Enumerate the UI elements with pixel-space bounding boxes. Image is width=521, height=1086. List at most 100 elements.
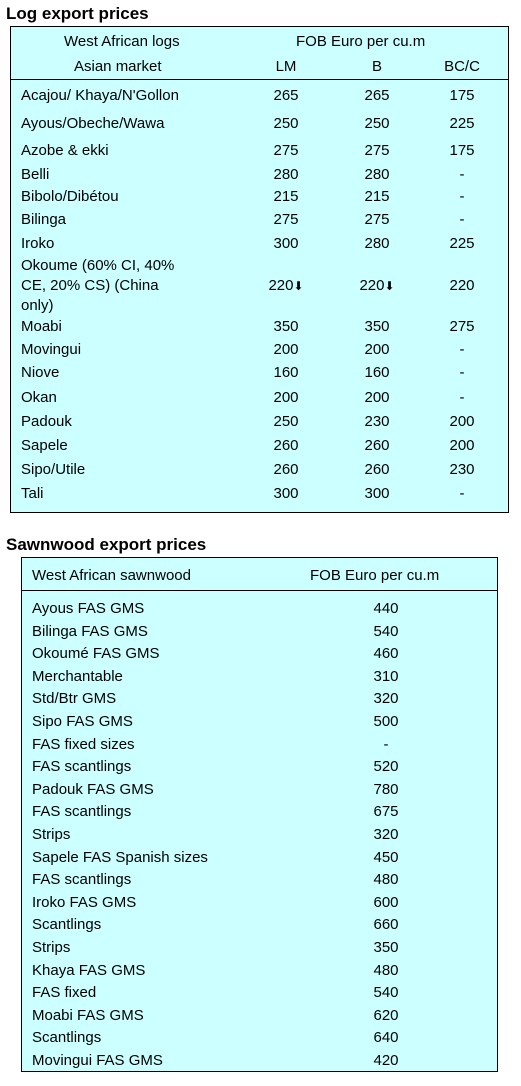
log-row-b-value: 220 (359, 277, 385, 294)
log-row-name: Bilinga (21, 211, 67, 228)
log-row-b-value: 265 (364, 87, 390, 104)
log-row-name: Okoume (60% CI, 40% (21, 257, 175, 274)
log-row-lm: 275 (256, 142, 316, 159)
log-row-lm-value: 220 (268, 277, 294, 294)
log-row-b: 200 (347, 341, 407, 358)
sawn-row-name: Moabi FAS GMS (32, 1007, 144, 1024)
log-row-lm: 250 (256, 413, 316, 430)
log-row-name: CE, 20% CS) (China (21, 277, 159, 294)
log-price-table: West African logs FOB Euro per cu.m Asia… (10, 26, 509, 513)
log-row-lm: 260 (256, 461, 316, 478)
log-row-lm-value: 275 (273, 211, 299, 228)
log-row-b: 350 (347, 318, 407, 335)
log-row-lm: 280 (256, 166, 316, 183)
log-row-lm: 350 (256, 318, 316, 335)
log-row-bcc-value: - (459, 166, 465, 183)
sawn-row-price: 540 (373, 984, 399, 1001)
log-row-b-value: 215 (364, 188, 390, 205)
log-row-b-value: 160 (364, 364, 390, 381)
log-row-bcc-value: 200 (449, 413, 475, 430)
log-row-lm: 265 (256, 87, 316, 104)
log-row-lm: 275 (256, 211, 316, 228)
sawn-row-price: 310 (373, 668, 399, 685)
log-row-name: only) (21, 297, 54, 314)
log-row-bcc: - (432, 485, 492, 502)
log-row-b: 220⬇ (347, 277, 407, 294)
log-row-b: 280 (347, 235, 407, 252)
down-arrow-icon: ⬇ (293, 279, 304, 293)
log-row-name: Belli (21, 166, 50, 183)
sawn-row-name: Iroko FAS GMS (32, 894, 137, 911)
log-row-b: 280 (347, 166, 407, 183)
sawn-row-name: Strips (32, 939, 71, 956)
sawn-row-price: 600 (373, 894, 399, 911)
log-row-lm: 250 (256, 115, 316, 132)
sawn-header-divider (22, 590, 497, 591)
log-row-name: Ayous/Obeche/Wawa (21, 115, 165, 132)
sawn-row-price: 675 (373, 803, 399, 820)
sawn-price-table: West African sawnwood FOB Euro per cu.m … (21, 557, 498, 1072)
log-row-lm-value: 260 (273, 437, 299, 454)
log-row-b: 265 (347, 87, 407, 104)
log-header-divider (11, 79, 508, 80)
log-row-lm: 300 (256, 485, 316, 502)
sawn-row-name: Sipo FAS GMS (32, 713, 133, 730)
log-row-name: Niove (21, 364, 60, 381)
log-row-lm: 260 (256, 437, 316, 454)
log-row-lm-value: 250 (273, 115, 299, 132)
log-row-name: Tali (21, 485, 44, 502)
log-row-bcc: - (432, 188, 492, 205)
sawn-row-name: Scantlings (32, 916, 102, 933)
log-row-bcc: 200 (432, 413, 492, 430)
log-row-name: Bibolo/Dibétou (21, 188, 119, 205)
log-row-lm-value: 300 (273, 485, 299, 502)
log-row-name: Azobe & ekki (21, 142, 109, 159)
log-row-lm-value: 275 (273, 142, 299, 159)
log-row-name: Sapele (21, 437, 68, 454)
sawn-row-name: FAS fixed (32, 984, 97, 1001)
log-row-b-value: 280 (364, 235, 390, 252)
sawn-row-name: FAS scantlings (32, 758, 132, 775)
sawn-row-name: Padouk FAS GMS (32, 781, 154, 798)
sawn-header-price: FOB Euro per cu.m (310, 567, 440, 584)
log-row-bcc-value: 225 (449, 115, 475, 132)
log-row-lm: 300 (256, 235, 316, 252)
sawn-header-col1: West African sawnwood (32, 567, 191, 584)
log-row-bcc: 225 (432, 235, 492, 252)
log-row-b: 260 (347, 437, 407, 454)
log-row-b-value: 300 (364, 485, 390, 502)
log-row-lm: 215 (256, 188, 316, 205)
log-row-bcc-value: 200 (449, 437, 475, 454)
log-row-bcc: 220 (432, 277, 492, 294)
log-row-lm-value: 215 (273, 188, 299, 205)
sawn-row-name: Ayous FAS GMS (32, 600, 145, 617)
log-row-lm: 220⬇ (256, 277, 316, 294)
sawn-row-price: 320 (373, 690, 399, 707)
log-row-b: 275 (347, 142, 407, 159)
sawn-row-price: 660 (373, 916, 399, 933)
sawn-row-name: FAS scantlings (32, 803, 132, 820)
sawn-row-name: Okoumé FAS GMS (32, 645, 160, 662)
log-row-bcc: 230 (432, 461, 492, 478)
log-row-b-value: 275 (364, 142, 390, 159)
sawn-row-name: Sapele FAS Spanish sizes (32, 849, 208, 866)
sawn-row-name: Std/Btr GMS (32, 690, 117, 707)
log-row-b: 275 (347, 211, 407, 228)
sawn-row-price: 480 (373, 962, 399, 979)
log-row-b: 300 (347, 485, 407, 502)
sawn-row-name: Merchantable (32, 668, 123, 685)
sawn-row-price: 620 (373, 1007, 399, 1024)
log-row-name: Sipo/Utile (21, 461, 86, 478)
sawn-row-price: 420 (373, 1052, 399, 1069)
log-row-lm-value: 200 (273, 389, 299, 406)
sawn-row-name: FAS scantlings (32, 871, 132, 888)
sawn-row-name: Movingui FAS GMS (32, 1052, 163, 1069)
log-row-bcc-value: 175 (449, 142, 475, 159)
sawn-row-name: Khaya FAS GMS (32, 962, 146, 979)
log-row-lm-value: 280 (273, 166, 299, 183)
log-row-lm-value: 160 (273, 364, 299, 381)
log-row-name: Movingui (21, 341, 82, 358)
sawn-row-price: - (383, 736, 389, 753)
log-row-bcc: 200 (432, 437, 492, 454)
down-arrow-icon: ⬇ (384, 279, 395, 293)
